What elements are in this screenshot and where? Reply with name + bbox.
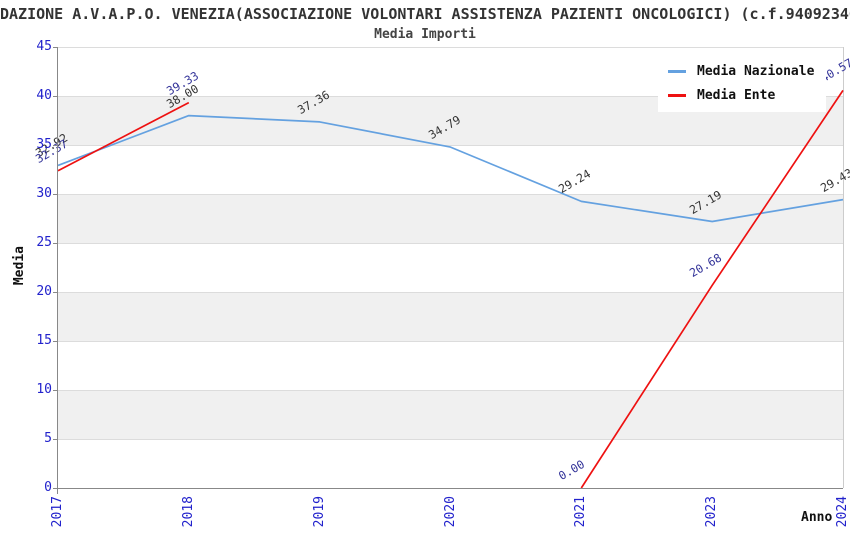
y-axis-title: Media <box>12 245 27 285</box>
series-lines <box>57 89 844 489</box>
y-tick-mark <box>53 243 57 244</box>
y-tick-label: 15 <box>36 333 52 348</box>
y-tick-label: 25 <box>36 235 52 250</box>
y-tick-label: 30 <box>36 186 52 201</box>
legend-swatch-icon <box>668 70 686 73</box>
series-line-media-ente <box>580 89 844 489</box>
x-tick-label: 2023 <box>704 496 720 528</box>
y-tick-mark <box>53 145 57 146</box>
x-tick-label: 2021 <box>573 496 589 528</box>
y-tick-mark <box>53 439 57 440</box>
x-axis-line <box>53 488 843 489</box>
x-tick-label: 2024 <box>835 496 850 528</box>
chart-title: DAZIONE A.V.A.P.O. VENEZIA(ASSOCIAZIONE … <box>0 5 850 23</box>
x-tick-label: 2020 <box>442 496 458 528</box>
legend-label: Media Ente <box>697 88 776 103</box>
y-tick-label: 45 <box>36 39 52 54</box>
x-axis-title: Anno <box>801 510 833 525</box>
y-tick-mark <box>53 390 57 391</box>
legend-item: Media Nazionale <box>668 64 814 79</box>
y-axis-line <box>57 47 58 494</box>
y-tick-mark <box>53 96 57 97</box>
x-tick-label: 2019 <box>311 496 327 528</box>
chart-subtitle: Media Importi <box>374 27 476 42</box>
y-tick-mark <box>53 341 57 342</box>
x-tick-label: 2018 <box>180 496 196 528</box>
legend-label: Media Nazionale <box>697 64 815 79</box>
y-tick-label: 40 <box>36 88 52 103</box>
x-tick-label: 2017 <box>50 496 65 528</box>
legend-item: Media Ente <box>668 88 814 103</box>
y-tick-mark <box>53 47 57 48</box>
legend: Media Nazionale Media Ente <box>658 56 827 112</box>
y-tick-label: 35 <box>36 137 52 152</box>
series-line-media-nazionale <box>57 114 844 223</box>
y-tick-label: 10 <box>36 382 52 397</box>
y-tick-mark <box>53 194 57 195</box>
plot-area: 32.92 38.00 37.36 34.79 29.24 27.19 29.43 32.37… <box>33 47 850 489</box>
y-tick-mark <box>53 292 57 293</box>
y-tick-label: 0 <box>44 480 52 495</box>
y-tick-label: 5 <box>44 431 52 446</box>
y-tick-label: 20 <box>36 284 52 299</box>
series-line-media-ente <box>57 101 190 172</box>
y-tick-mark <box>53 488 57 489</box>
legend-swatch-icon <box>668 94 686 97</box>
